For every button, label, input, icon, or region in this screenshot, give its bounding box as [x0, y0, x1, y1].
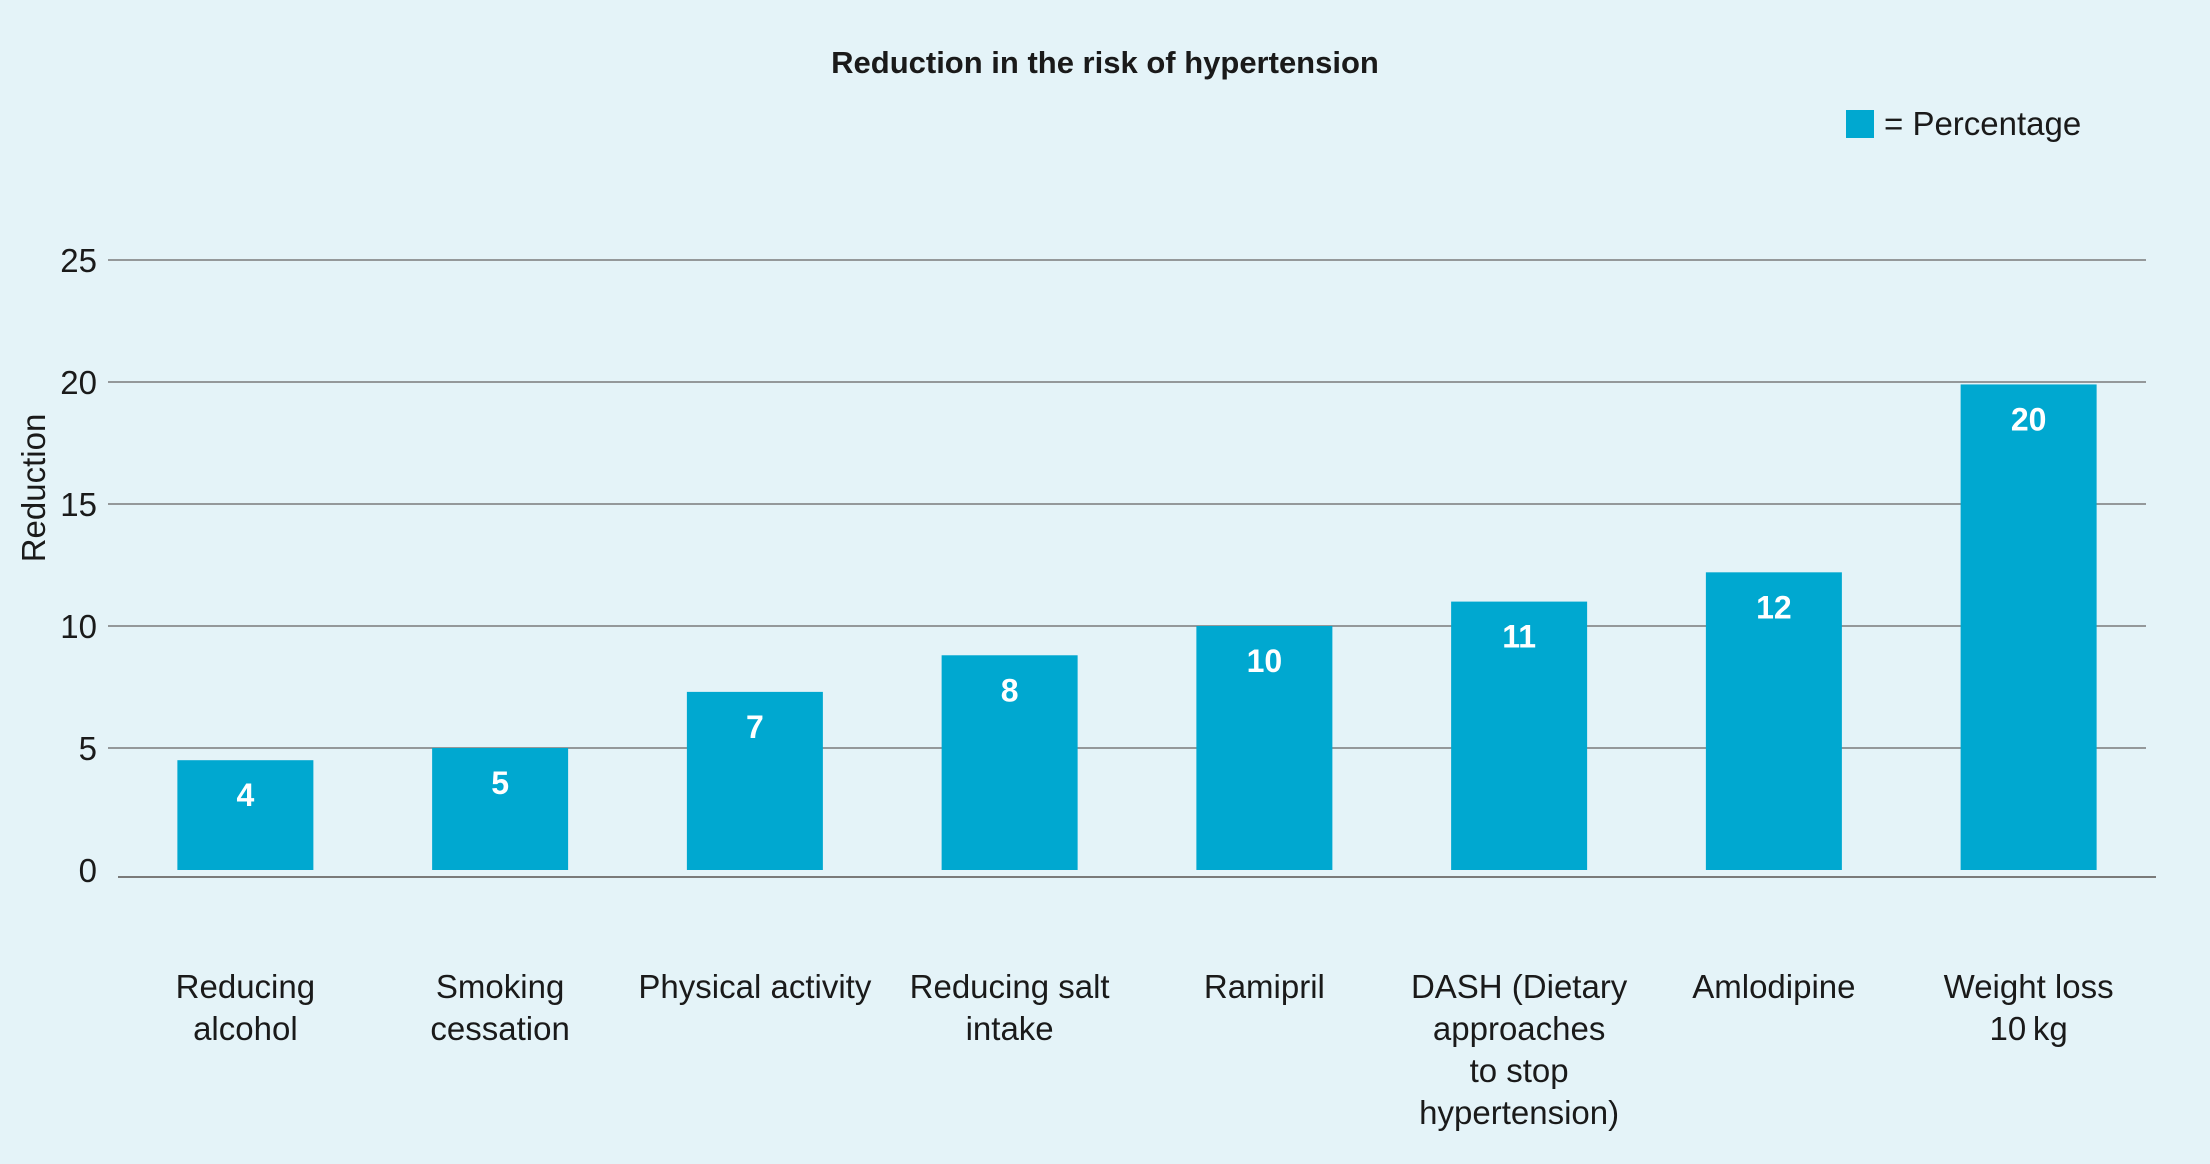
- y-axis-label: Reduction: [15, 414, 52, 563]
- x-tick-label: Physical activity: [638, 968, 871, 1005]
- y-axis-ticks: 0 5 10 15 20 25: [60, 242, 97, 889]
- legend: = Percentage: [1846, 105, 2081, 142]
- bars: [177, 384, 2097, 870]
- x-tick-label-line: Physical activity: [638, 968, 871, 1005]
- y-tick-label: 15: [60, 486, 97, 523]
- bar: [686, 691, 823, 870]
- data-label: 8: [1001, 672, 1019, 708]
- data-label: 7: [746, 709, 764, 745]
- x-axis-ticks: Reducing alcohol Smoking cessation Physical …: [176, 968, 2114, 1131]
- bar: [1196, 626, 1333, 870]
- x-tick-label: Ramipril: [1204, 968, 1325, 1005]
- x-tick-label-line: DASH (Dietary: [1411, 968, 1628, 1005]
- x-tick-label-line: Smoking: [436, 968, 564, 1005]
- x-tick-label-line: 10 kg: [1990, 1010, 2068, 1047]
- data-label: 11: [1502, 619, 1536, 655]
- data-label: 10: [1247, 643, 1283, 679]
- bar: [177, 760, 314, 870]
- x-tick-label-line: Reducing salt: [910, 968, 1110, 1005]
- data-labels: 4 5 7 8 10 11 12 20: [236, 401, 2046, 813]
- y-tick-label: 10: [60, 608, 97, 645]
- y-tick-label: 20: [60, 364, 97, 401]
- y-tick-label: 5: [79, 730, 97, 767]
- x-tick-label-line: cessation: [430, 1010, 569, 1047]
- x-tick-label-line: Ramipril: [1204, 968, 1325, 1005]
- y-tick-label: 0: [79, 852, 97, 889]
- data-label: 20: [2011, 401, 2047, 437]
- x-tick-label-line: to stop: [1470, 1052, 1569, 1089]
- x-tick-label: Amlodipine: [1692, 968, 1855, 1005]
- y-tick-label: 25: [60, 242, 97, 279]
- bar: [941, 655, 1078, 870]
- x-tick-label-line: alcohol: [193, 1010, 298, 1047]
- bar: [1960, 384, 2097, 870]
- legend-label: = Percentage: [1884, 105, 2081, 142]
- x-tick-label: DASH (Dietary approaches to stop hypertensi…: [1411, 968, 1628, 1131]
- x-tick-label-line: Amlodipine: [1692, 968, 1855, 1005]
- data-label: 12: [1756, 589, 1792, 625]
- chart-title: Reduction in the risk of hypertension: [831, 45, 1379, 80]
- x-tick-label: Weight loss 10 kg: [1944, 968, 2114, 1047]
- bar: [1451, 601, 1588, 870]
- x-tick-label: Reducing alcohol: [176, 968, 315, 1047]
- bar: [1705, 572, 1842, 870]
- legend-swatch: [1846, 110, 1874, 138]
- x-tick-label-line: Weight loss: [1944, 968, 2114, 1005]
- data-label: 4: [236, 777, 254, 813]
- x-tick-label-line: approaches: [1433, 1010, 1605, 1047]
- x-tick-label: Smoking cessation: [430, 968, 569, 1047]
- data-label: 5: [491, 765, 509, 801]
- x-tick-label-line: intake: [966, 1010, 1054, 1047]
- x-tick-label-line: hypertension): [1419, 1094, 1619, 1131]
- bar: [432, 748, 569, 870]
- x-tick-label: Reducing salt intake: [910, 968, 1110, 1047]
- x-tick-label-line: Reducing: [176, 968, 315, 1005]
